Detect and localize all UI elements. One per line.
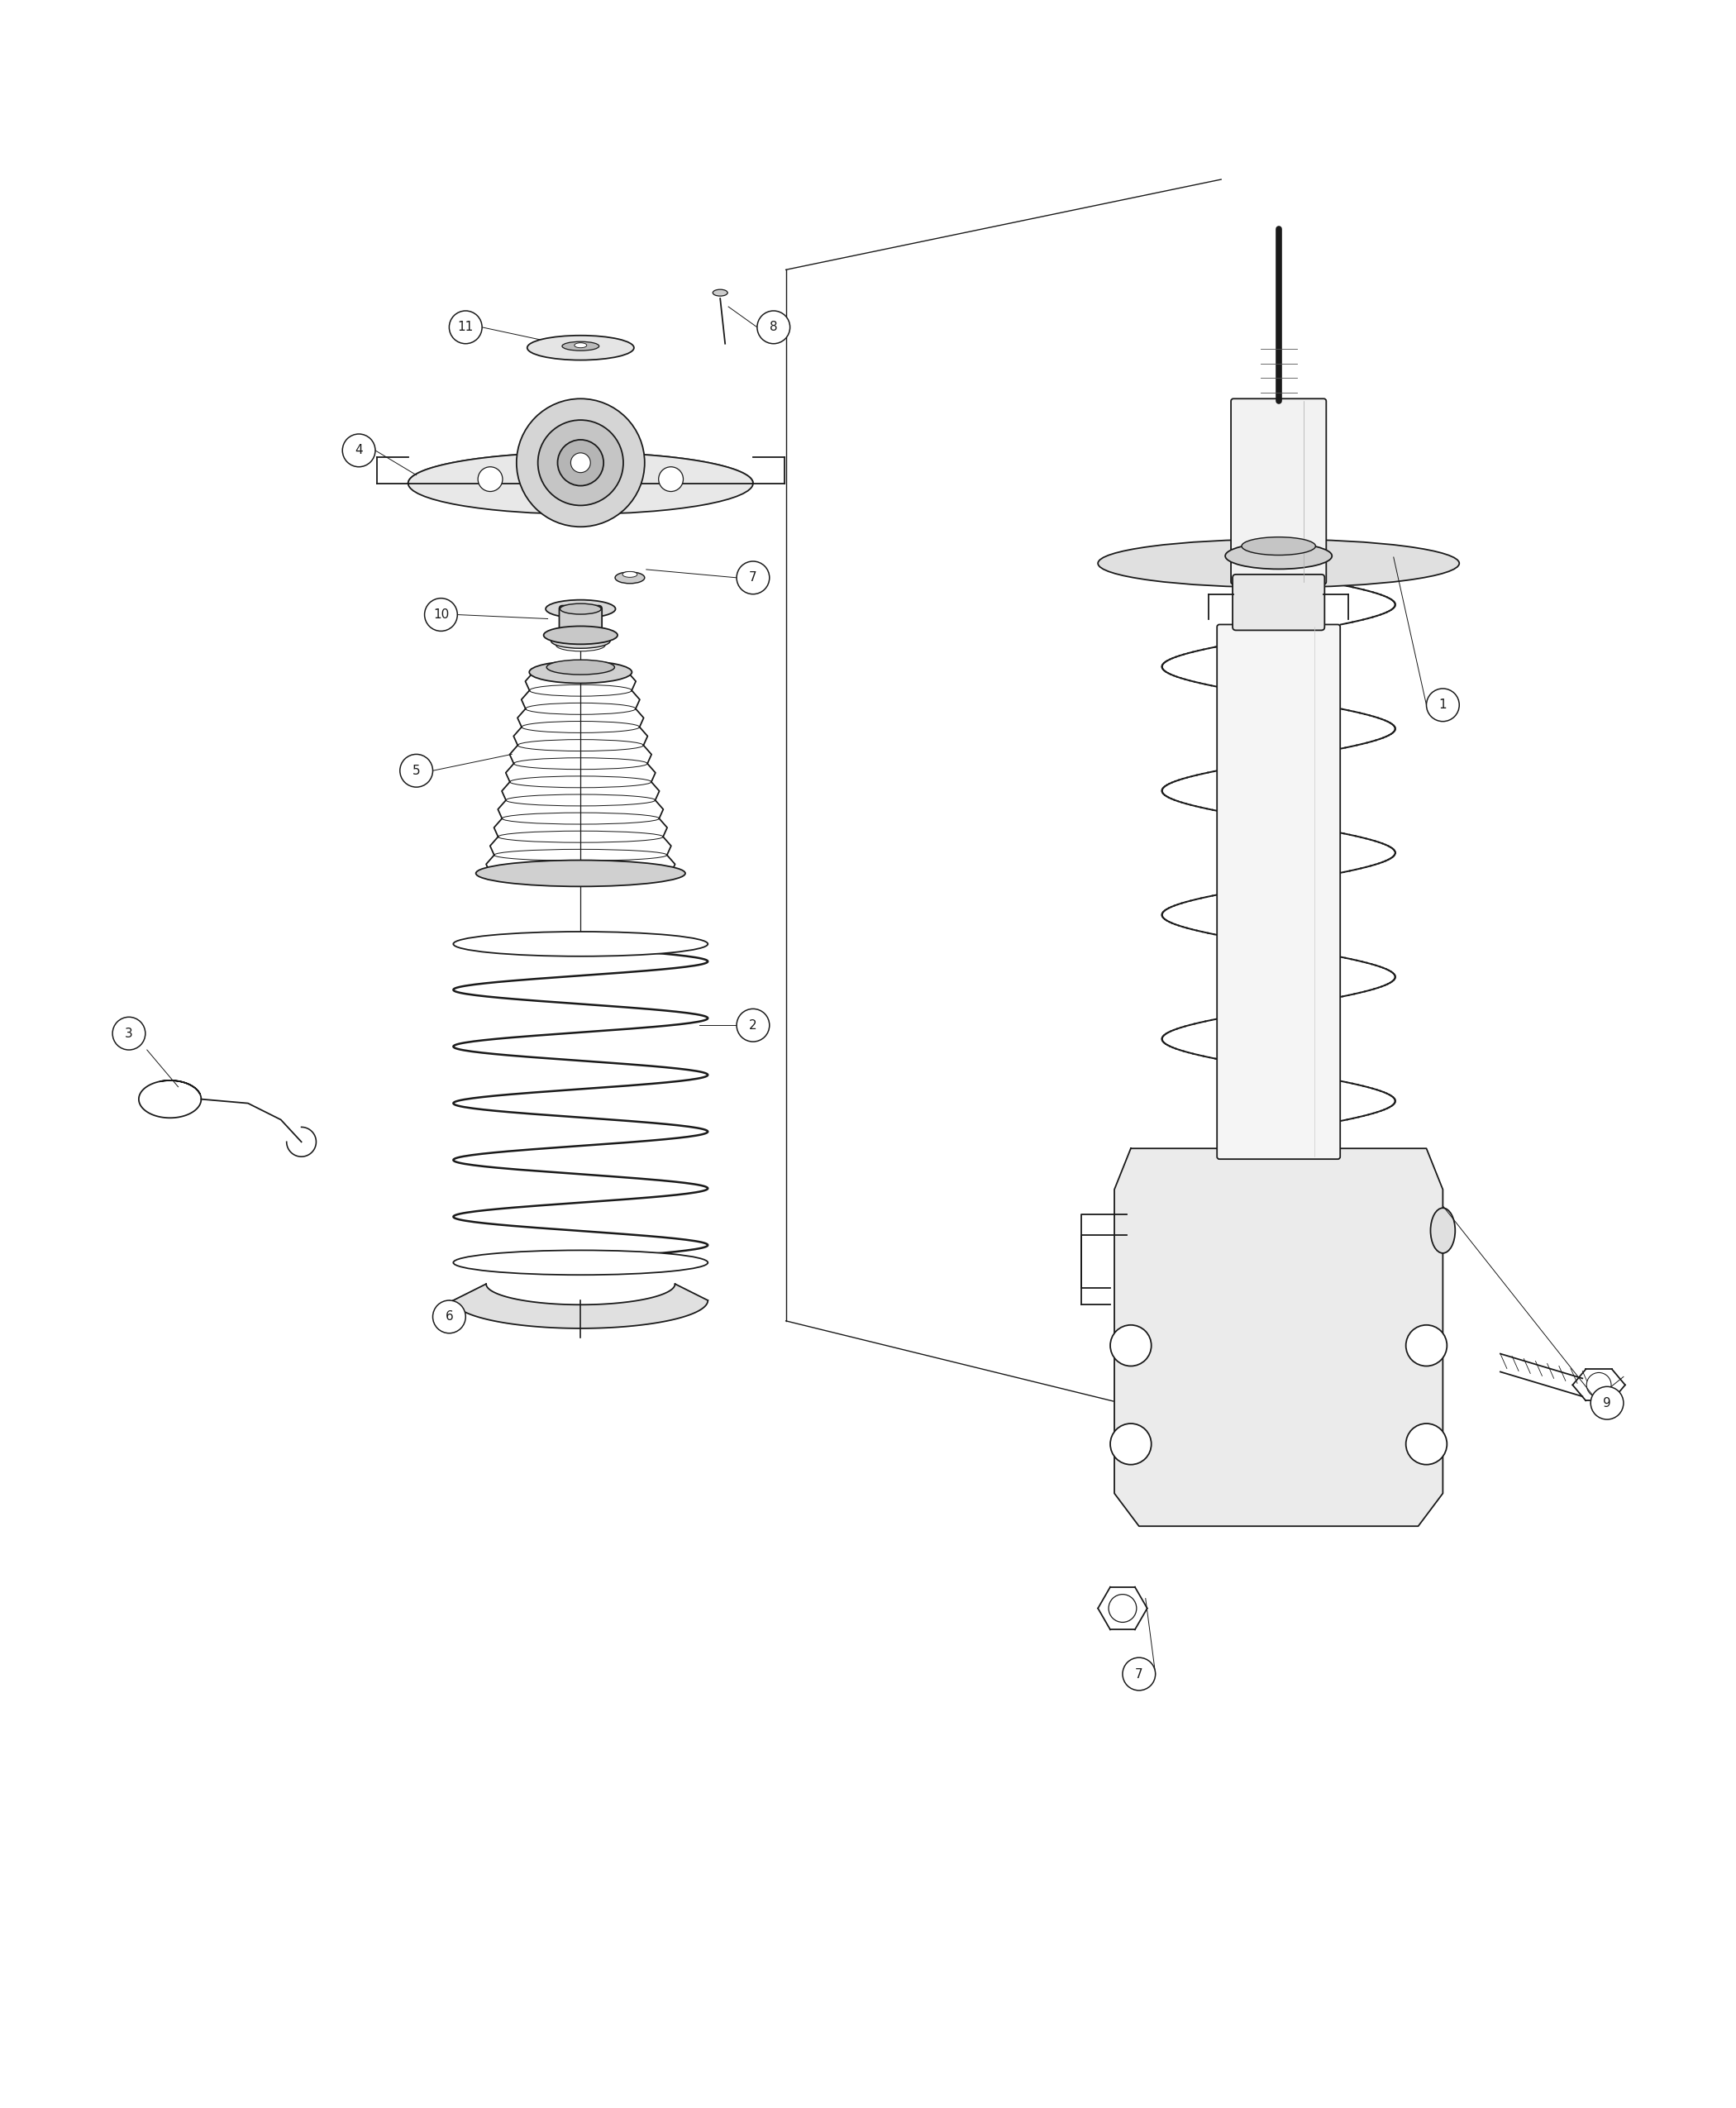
Circle shape <box>1123 1657 1156 1691</box>
Polygon shape <box>408 453 753 483</box>
Ellipse shape <box>545 601 616 618</box>
Ellipse shape <box>453 1250 708 1275</box>
Ellipse shape <box>543 626 618 645</box>
Circle shape <box>736 1010 769 1041</box>
Text: 3: 3 <box>125 1027 134 1039</box>
Circle shape <box>1109 1594 1137 1623</box>
Circle shape <box>538 419 623 506</box>
Text: 6: 6 <box>444 1311 453 1324</box>
Text: 4: 4 <box>354 445 363 457</box>
Ellipse shape <box>529 662 632 683</box>
Ellipse shape <box>453 932 708 957</box>
Circle shape <box>1427 689 1460 721</box>
Ellipse shape <box>561 603 601 613</box>
Text: 1: 1 <box>1439 698 1446 710</box>
Ellipse shape <box>615 571 644 584</box>
FancyBboxPatch shape <box>559 605 602 639</box>
Circle shape <box>757 310 790 344</box>
Circle shape <box>658 466 684 491</box>
Text: 2: 2 <box>748 1018 757 1031</box>
Ellipse shape <box>476 860 686 887</box>
Circle shape <box>1590 1387 1623 1419</box>
Circle shape <box>571 453 590 472</box>
Ellipse shape <box>528 335 634 360</box>
Circle shape <box>1587 1372 1611 1398</box>
Circle shape <box>1111 1423 1151 1465</box>
Circle shape <box>450 310 483 344</box>
FancyBboxPatch shape <box>1217 624 1340 1159</box>
FancyBboxPatch shape <box>1231 398 1326 584</box>
Ellipse shape <box>1226 542 1332 569</box>
Ellipse shape <box>556 639 606 651</box>
Ellipse shape <box>575 344 587 348</box>
Ellipse shape <box>488 860 674 879</box>
Text: 10: 10 <box>432 609 450 622</box>
Ellipse shape <box>713 289 727 295</box>
Text: 11: 11 <box>458 320 474 333</box>
Ellipse shape <box>408 453 753 514</box>
Ellipse shape <box>550 635 609 649</box>
Text: 7: 7 <box>1135 1667 1142 1680</box>
Ellipse shape <box>547 660 615 675</box>
Circle shape <box>736 561 769 594</box>
Polygon shape <box>1115 1149 1443 1526</box>
Circle shape <box>399 755 432 786</box>
Circle shape <box>113 1016 146 1050</box>
Text: 5: 5 <box>413 765 420 778</box>
Text: 9: 9 <box>1602 1398 1611 1410</box>
Ellipse shape <box>1430 1208 1455 1252</box>
Ellipse shape <box>1097 540 1460 588</box>
Circle shape <box>1406 1326 1446 1366</box>
Ellipse shape <box>623 571 637 578</box>
Circle shape <box>425 599 457 630</box>
Circle shape <box>557 441 604 485</box>
Ellipse shape <box>562 341 599 350</box>
Text: 7: 7 <box>748 571 757 584</box>
Circle shape <box>1406 1423 1446 1465</box>
Circle shape <box>517 398 644 527</box>
Circle shape <box>432 1301 465 1332</box>
Circle shape <box>342 434 375 466</box>
Ellipse shape <box>1241 538 1316 554</box>
FancyBboxPatch shape <box>1233 573 1325 630</box>
Circle shape <box>1111 1326 1151 1366</box>
Circle shape <box>477 466 502 491</box>
Text: 8: 8 <box>769 320 778 333</box>
Polygon shape <box>453 1284 708 1328</box>
